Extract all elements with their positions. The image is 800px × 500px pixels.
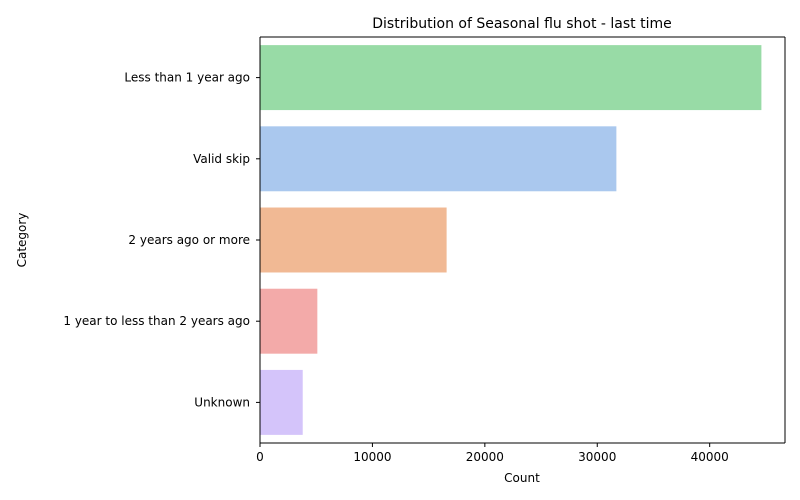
x-axis-ticks: 0 10000 20000 30000 40000 bbox=[256, 443, 729, 464]
x-tick-label-3: 30000 bbox=[578, 450, 616, 464]
bar-0 bbox=[260, 45, 762, 111]
x-axis-label: Count bbox=[504, 471, 540, 485]
y-tick-label-1: Valid skip bbox=[193, 152, 250, 166]
x-tick-label-4: 40000 bbox=[691, 450, 729, 464]
bar-1 bbox=[260, 126, 617, 192]
y-tick-label-4: Unknown bbox=[194, 395, 250, 409]
y-tick-label-3: 1 year to less than 2 years ago bbox=[63, 314, 250, 328]
bar-3 bbox=[260, 288, 318, 354]
y-tick-label-0: Less than 1 year ago bbox=[124, 71, 250, 85]
x-tick-label-1: 10000 bbox=[353, 450, 391, 464]
y-axis-label: Category bbox=[15, 213, 29, 268]
chart-title: Distribution of Seasonal flu shot - last… bbox=[372, 16, 671, 32]
y-axis-ticks: Less than 1 year ago Valid skip 2 years ag… bbox=[63, 71, 260, 409]
bar-4 bbox=[260, 369, 303, 435]
x-tick-label-0: 0 bbox=[256, 450, 264, 464]
bars-group bbox=[260, 45, 762, 435]
x-tick-label-2: 20000 bbox=[466, 450, 504, 464]
y-tick-label-2: 2 years ago or more bbox=[128, 233, 250, 247]
bar-2 bbox=[260, 207, 447, 273]
